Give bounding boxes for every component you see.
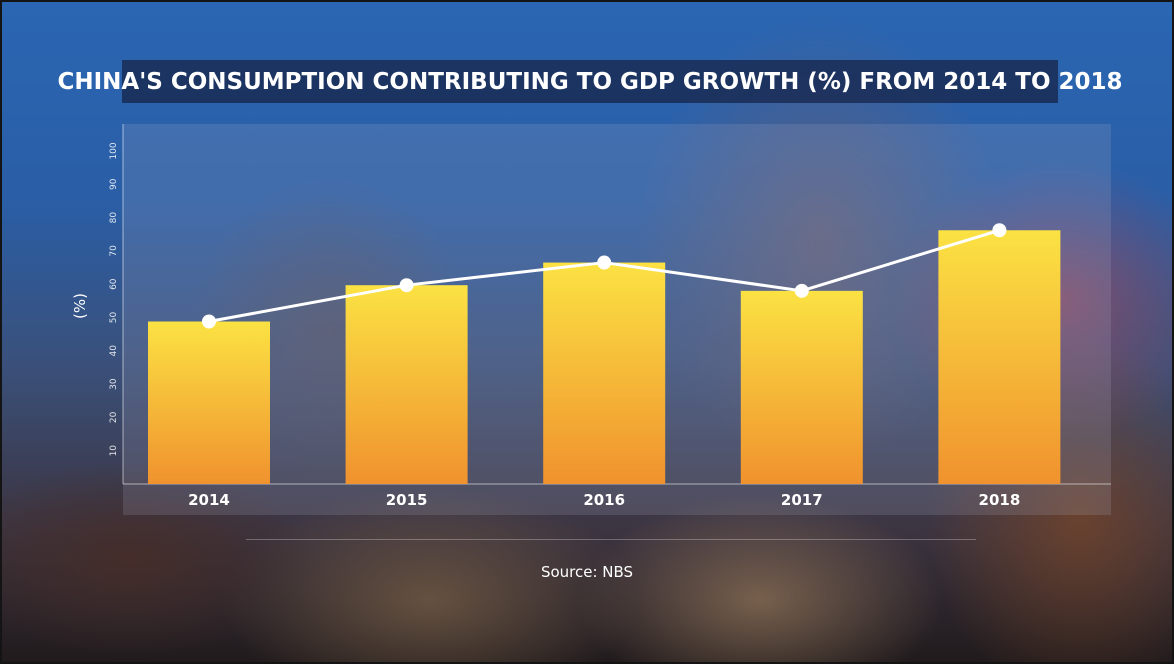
y-tick-label: 70 <box>109 245 119 257</box>
line-point-2014 <box>202 314 216 329</box>
y-tick-label: 60 <box>109 278 119 290</box>
y-tick-label: 10 <box>109 445 119 457</box>
source-divider <box>246 539 976 540</box>
line-point-2015 <box>399 278 414 293</box>
y-tick-label: 50 <box>109 312 119 324</box>
y-tick-label: 80 <box>109 212 119 224</box>
source-note: Source: NBS <box>540 563 634 581</box>
y-axis-label-wrap: (%) <box>70 280 90 332</box>
y-axis-label: (%) <box>71 293 89 319</box>
chart-title-box: CHINA'S CONSUMPTION CONTRIBUTING TO GDP … <box>57 60 1123 103</box>
line-point-2018 <box>992 223 1007 238</box>
bar-2018 <box>938 230 1061 484</box>
bar-2017 <box>740 290 863 484</box>
line-point-2017 <box>794 283 809 298</box>
bar-2015 <box>345 285 468 484</box>
x-tick-label: 2017 <box>781 491 823 509</box>
bar-series <box>148 230 1061 484</box>
x-tick-label: 2018 <box>979 491 1021 509</box>
x-tick-label: 2015 <box>386 491 428 509</box>
y-tick-label: 20 <box>109 411 119 423</box>
y-tick-label: 40 <box>109 345 119 357</box>
line-point-2016 <box>597 255 612 270</box>
x-tick-label: 2014 <box>188 491 230 509</box>
y-tick-label: 30 <box>109 378 119 390</box>
bar-2016 <box>543 262 666 484</box>
chart-title: CHINA'S CONSUMPTION CONTRIBUTING TO GDP … <box>57 68 1123 95</box>
y-tick-labels: 10 20 30 40 50 60 70 80 90 100 <box>109 142 119 456</box>
line-series <box>202 223 1007 329</box>
y-tick-label: 90 <box>109 178 119 190</box>
x-tick-label: 2016 <box>583 491 625 509</box>
x-tick-labels: 2014 2015 2016 2017 2018 <box>188 491 1020 509</box>
y-tick-label: 100 <box>109 142 119 159</box>
bar-2014 <box>148 321 270 484</box>
